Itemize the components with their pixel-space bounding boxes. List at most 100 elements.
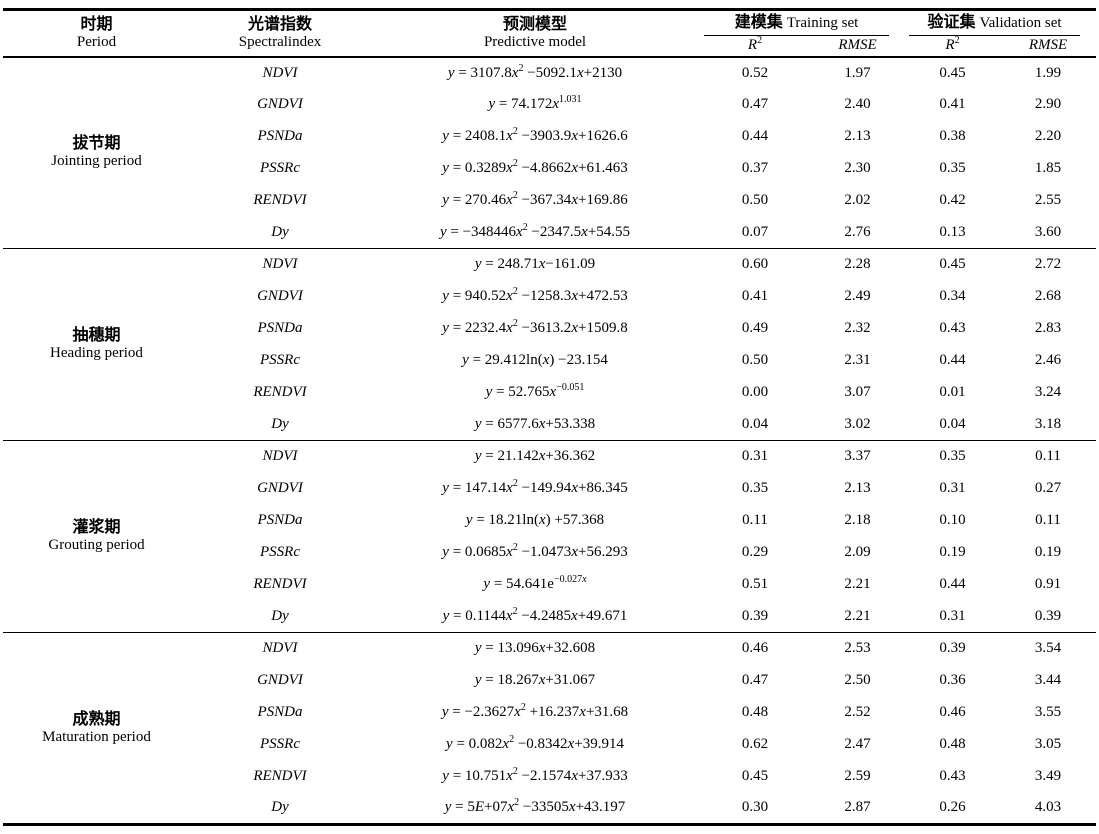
spectral-index: Dy <box>271 607 289 624</box>
spectral-index: RENDVI <box>253 192 307 208</box>
predictive-model: y = 18.267x+31.067 <box>474 672 596 688</box>
predictive-model: y = 6577.6x+53.338 <box>474 415 596 432</box>
predictive-model: y = 2232.4x2 −3613.2x+1509.8 <box>442 318 628 337</box>
table-row: PSSRc y = 0.082x2 −0.8342x+39.914 0.62 2… <box>3 729 1096 761</box>
train-rmse: 2.13 <box>844 480 871 496</box>
val-rmse: 3.55 <box>1034 704 1062 720</box>
index-header-zh: 光谱指数 <box>247 15 312 33</box>
train-rmse: 2.32 <box>844 320 871 336</box>
train-rmse: 2.47 <box>844 736 871 752</box>
spectral-index: PSSRc <box>260 160 300 176</box>
period-label-zh: 拔节期 <box>72 135 121 153</box>
period-label-zh: 抽穗期 <box>72 327 121 344</box>
spectral-index: GNDVI <box>257 480 303 496</box>
spectral-index: PSNDa <box>257 512 303 528</box>
val-r2: 0.42 <box>939 192 966 208</box>
val-r2: 0.43 <box>939 768 966 784</box>
period-label-en: Grouting period <box>48 537 145 553</box>
val-r2: 0.13 <box>939 223 966 240</box>
train-rmse: 2.09 <box>844 544 871 560</box>
table-row: RENDVI y = 52.765x−0.051 0.00 3.07 0.01 … <box>3 377 1096 409</box>
spectral-index: PSSRc <box>260 736 300 752</box>
table-header: 时期 Period 光谱指数 Spectralindex 预测模型 Predic… <box>3 9 1096 58</box>
train-r2: 0.50 <box>741 192 769 208</box>
val-rmse: 3.44 <box>1034 672 1062 688</box>
val-rmse: 3.60 <box>1034 223 1062 240</box>
predictive-model: y = 248.71x−161.09 <box>370 248 700 281</box>
val-r2: 0.04 <box>939 415 966 432</box>
val-rmse: 2.90 <box>1034 96 1062 112</box>
val-r2: 0.48 <box>939 736 966 752</box>
predictive-model: y = 2408.1x2 −3903.9x+1626.6 <box>442 126 628 145</box>
table-row: RENDVI y = 270.46x2 −367.34x+169.86 0.50… <box>3 185 1096 217</box>
table-row: PSNDa y = 2232.4x2 −3613.2x+1509.8 0.49 … <box>3 313 1096 345</box>
train-r2: 0.31 <box>700 440 810 473</box>
predictive-model: y = −2.3627x2 +16.237x+31.68 <box>441 702 629 721</box>
spectral-index: PSSRc <box>260 544 300 560</box>
val-rmse: 2.83 <box>1034 320 1062 336</box>
train-r2: 0.35 <box>741 480 769 496</box>
predictive-model: y = 0.0685x2 −1.0473x+56.293 <box>442 542 628 561</box>
model-header-zh: 预测模型 <box>502 15 567 33</box>
spectral-index: RENDVI <box>253 576 307 592</box>
predictive-model: y = −348446x2 −2347.5x+54.55 <box>439 221 631 240</box>
train-r2: 0.00 <box>741 384 769 400</box>
period-cell-jointing: 拔节期 Jointing period <box>3 57 190 249</box>
spectral-index-column-header: 光谱指数 Spectralindex <box>190 9 370 58</box>
predictive-model: y = 29.412ln(x) −23.154 <box>462 352 608 368</box>
val-rmse: 1.99 <box>1034 64 1062 81</box>
train-r2: 0.37 <box>741 160 769 176</box>
predictive-model: y = 940.52x2 −1258.3x+472.53 <box>442 286 628 305</box>
spectral-index: Dy <box>271 415 289 432</box>
val-rmse: 0.39 <box>1034 607 1062 624</box>
predictive-model: y = 13.096x+32.608 <box>370 632 700 665</box>
val-r2: 0.41 <box>939 96 966 112</box>
val-r2: 0.38 <box>939 128 966 144</box>
val-r2: 0.43 <box>939 320 966 336</box>
train-rmse: 3.37 <box>810 440 905 473</box>
spectral-index: NDVI <box>190 440 370 473</box>
validation-rmse-header: RMSE <box>1000 35 1096 58</box>
val-rmse: 0.91 <box>1034 576 1062 592</box>
val-rmse: 3.24 <box>1034 384 1062 400</box>
validation-r2-header: R2 <box>905 35 1000 58</box>
train-r2: 0.47 <box>741 672 769 688</box>
predictive-model: y = 270.46x2 −367.34x+169.86 <box>442 190 628 209</box>
train-rmse: 2.18 <box>844 512 871 528</box>
train-r2: 0.62 <box>741 736 769 752</box>
val-r2: 0.10 <box>939 512 966 528</box>
val-r2: 0.39 <box>905 632 1000 665</box>
period-column-header: 时期 Period <box>3 9 190 58</box>
val-r2: 0.34 <box>939 288 966 304</box>
val-r2: 0.31 <box>939 480 966 496</box>
table-row: PSNDa y = 2408.1x2 −3903.9x+1626.6 0.44 … <box>3 121 1096 153</box>
table-row: Dy y = 0.1144x2 −4.2485x+49.671 0.39 2.2… <box>3 601 1096 633</box>
table-row: 抽穗期 Heading period NDVI y = 248.71x−161.… <box>3 248 1096 441</box>
train-rmse: 3.02 <box>844 415 871 432</box>
table-row: GNDVI y = 74.172x1.031 0.47 2.40 0.41 2.… <box>3 89 1096 121</box>
period-header-zh: 时期 <box>80 15 113 33</box>
spectral-index: NDVI <box>262 64 298 81</box>
train-rmse: 2.50 <box>844 672 871 688</box>
train-r2: 0.50 <box>741 352 769 368</box>
val-r2: 0.45 <box>939 64 966 81</box>
train-r2: 0.04 <box>741 415 769 432</box>
table-row: GNDVI y = 18.267x+31.067 0.47 2.50 0.36 … <box>3 665 1096 697</box>
train-r2: 0.44 <box>741 128 769 144</box>
train-r2: 0.30 <box>741 799 769 816</box>
train-r2: 0.60 <box>700 248 810 281</box>
train-r2: 0.51 <box>741 576 769 592</box>
predictive-model: y = 54.641e−0.027x <box>483 574 587 593</box>
val-r2: 0.36 <box>939 672 966 688</box>
predictive-model: y = 0.3289x2 −4.8662x+61.463 <box>442 158 628 177</box>
train-r2: 0.52 <box>741 64 769 81</box>
training-rmse-header: RMSE <box>810 35 905 58</box>
train-rmse: 2.02 <box>844 192 871 208</box>
spectral-index: GNDVI <box>257 96 303 112</box>
table-row: Dy y = 5E+07x2 −33505x+43.197 0.30 2.87 … <box>3 793 1096 825</box>
spectral-index: NDVI <box>190 248 370 281</box>
val-rmse: 3.18 <box>1034 415 1062 432</box>
val-rmse: 0.27 <box>1034 480 1062 496</box>
table-row: RENDVI y = 10.751x2 −2.1574x+37.933 0.45… <box>3 761 1096 793</box>
